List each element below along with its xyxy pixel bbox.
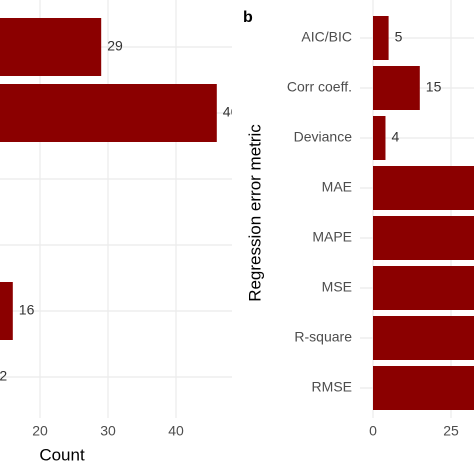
x-axis-label: Count bbox=[39, 445, 85, 464]
y-tick-label: RMSE bbox=[312, 379, 352, 395]
bar bbox=[373, 66, 420, 110]
bar bbox=[373, 216, 474, 260]
value-label: 46 bbox=[223, 104, 239, 120]
value-label: 12 bbox=[0, 368, 7, 384]
bar bbox=[0, 282, 13, 340]
x-tick-label: 40 bbox=[168, 423, 184, 439]
y-tick-label: MAPE bbox=[312, 229, 352, 245]
x-tick-label: 20 bbox=[32, 423, 48, 439]
bar bbox=[373, 366, 474, 410]
value-label: 29 bbox=[107, 38, 123, 54]
x-tick-label: 30 bbox=[100, 423, 116, 439]
value-label: 15 bbox=[426, 79, 442, 95]
value-label: 16 bbox=[19, 302, 35, 318]
y-tick-label: AIC/BIC bbox=[301, 29, 352, 45]
value-label: 4 bbox=[391, 129, 399, 145]
x-tick-label: 25 bbox=[443, 423, 459, 439]
bar bbox=[373, 166, 474, 210]
y-axis-label: Regression error metric bbox=[245, 124, 264, 302]
y-tick-label: R-square bbox=[294, 329, 352, 345]
x-tick-label: 0 bbox=[369, 423, 377, 439]
panel-b: 51544835423850 bbox=[360, 0, 474, 418]
y-tick-label: Corr coeff. bbox=[287, 79, 352, 95]
y-tick-label: MAE bbox=[322, 179, 352, 195]
panel-label: b bbox=[243, 9, 253, 26]
bar bbox=[0, 84, 217, 142]
y-tick-label: Deviance bbox=[294, 129, 353, 145]
bar bbox=[373, 316, 474, 360]
bar bbox=[0, 18, 102, 76]
panel-a: 2946851612 bbox=[0, 0, 239, 418]
bar bbox=[373, 116, 386, 160]
labels: 20 30 40 Count 0 25 AIC/BIC Corr coeff. Deviance… bbox=[32, 9, 459, 464]
y-tick-label: MSE bbox=[322, 279, 352, 295]
bar bbox=[373, 266, 474, 310]
bar bbox=[373, 16, 389, 60]
value-label: 5 bbox=[395, 29, 403, 45]
